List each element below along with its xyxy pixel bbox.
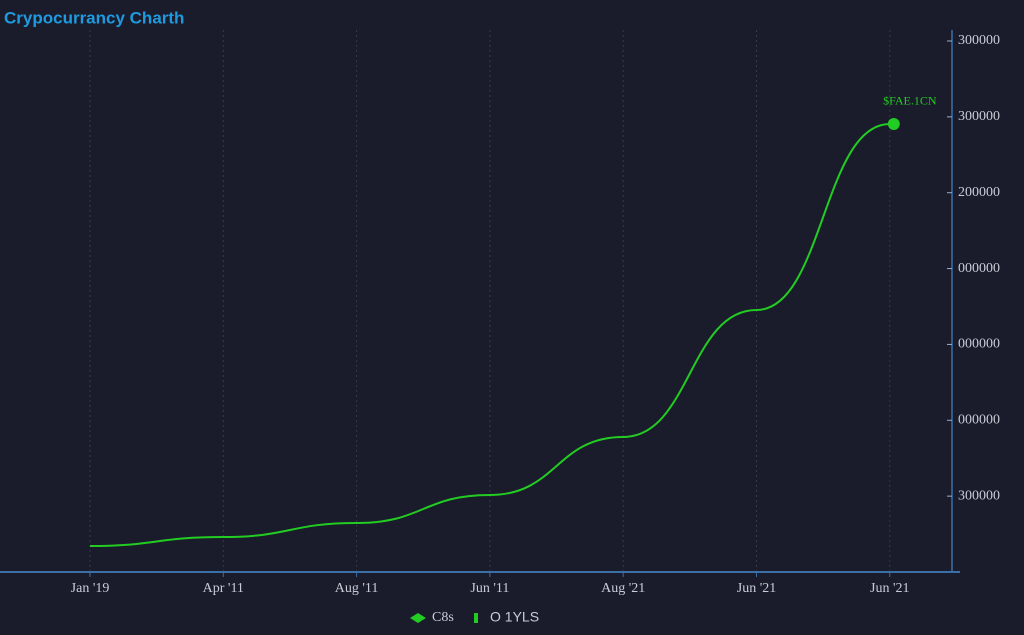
annotation: $FAE.1CN [883, 94, 937, 108]
legend-marker [410, 613, 426, 623]
y-tick-label: 200000 [958, 185, 1000, 200]
x-tick-label: Jun '21 [870, 581, 909, 596]
y-tick-label: 000000 [958, 413, 1000, 428]
x-tick-label: Jun '21 [737, 581, 776, 596]
x-tick-label: Jun '11 [470, 581, 509, 596]
y-tick-label: 300000 [958, 488, 1000, 503]
legend-marker [474, 613, 478, 623]
y-tick-label: 300000 [958, 109, 1000, 124]
x-tick-label: Aug '21 [601, 581, 645, 596]
end-point [887, 117, 900, 130]
y-tick-label: 000000 [958, 261, 1000, 276]
x-tick-label: Jan '19 [71, 581, 110, 596]
y-tick-label: 300000 [958, 33, 1000, 48]
y-tick-label: 000000 [958, 337, 1000, 352]
legend-note: O 1YLS [490, 609, 539, 625]
line [89, 122, 890, 547]
x-tick-label: Apr '11 [203, 581, 244, 596]
legend-label: C8s [432, 610, 454, 625]
x-tick-label: Aug '11 [335, 581, 379, 596]
chart-title: Crypocurrancy Charth [4, 8, 184, 27]
